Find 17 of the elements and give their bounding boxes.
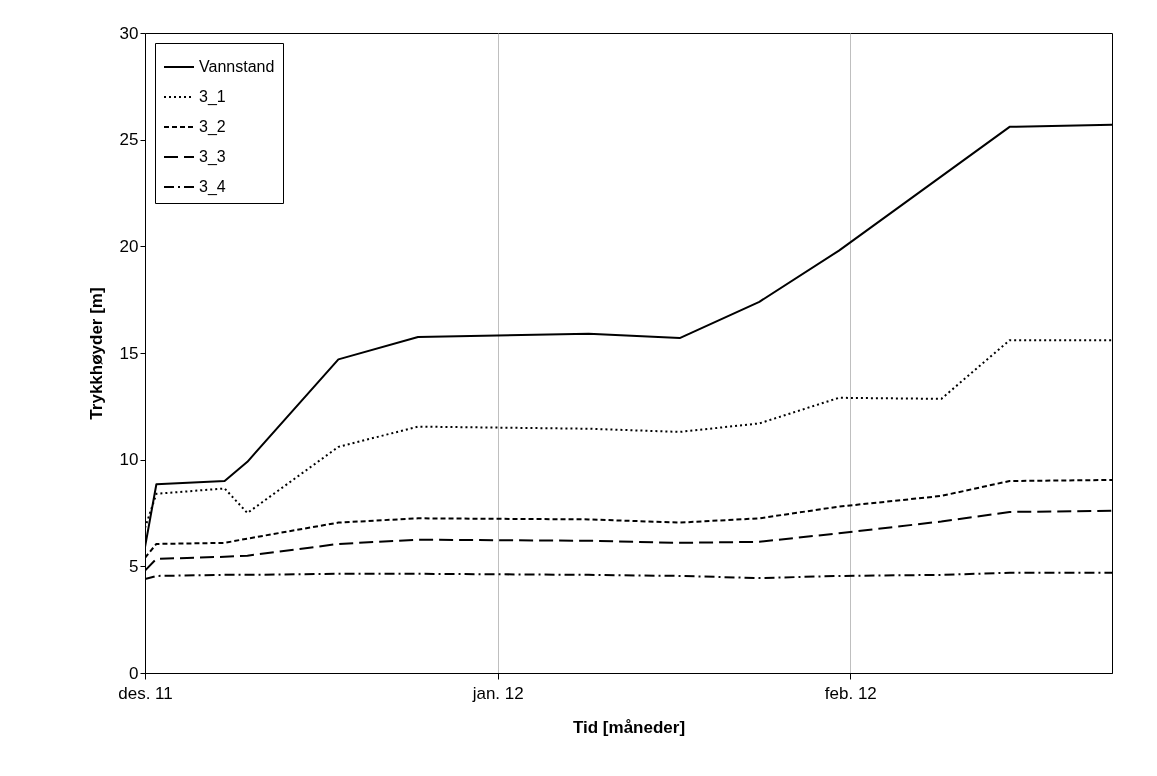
legend-label: 3_2 <box>199 118 226 136</box>
y-tick-label: 25 <box>119 130 139 150</box>
y-tick-label: 20 <box>119 236 139 256</box>
y-tick-label: 0 <box>129 663 139 683</box>
x-tick-label: jan. 12 <box>471 683 524 703</box>
y-tick-label: 5 <box>129 556 139 576</box>
legend-label: Vannstand <box>199 58 275 75</box>
y-tick-label: 15 <box>119 343 139 363</box>
legend-label: 3_3 <box>199 148 226 166</box>
legend-label: 3_4 <box>199 178 226 196</box>
y-tick-label: 10 <box>119 450 139 470</box>
y-tick-label: 30 <box>119 23 139 43</box>
y-axis-title: Trykkhøyder [m] <box>86 287 106 420</box>
x-tick-label: des. 11 <box>118 683 173 703</box>
x-axis-title: Tid [måneder] <box>572 717 686 737</box>
legend-label: 3_1 <box>199 88 226 106</box>
x-tick-label: feb. 12 <box>824 683 877 703</box>
